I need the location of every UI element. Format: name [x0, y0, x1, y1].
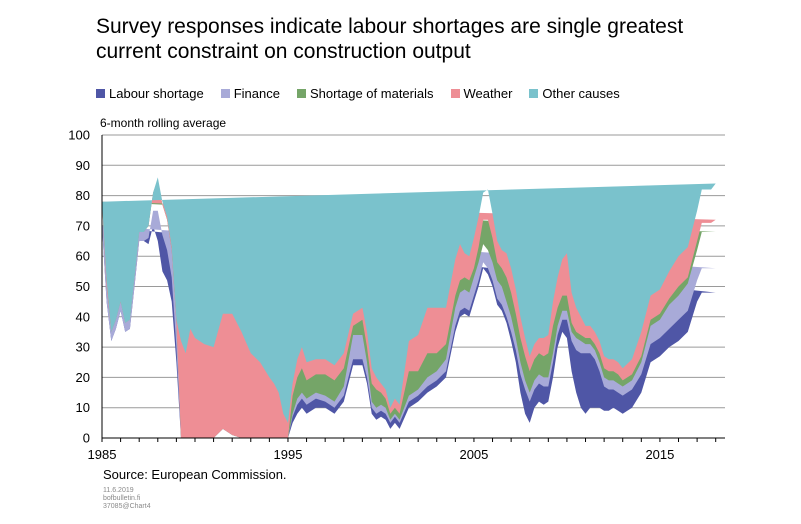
- y-tick-label-30: 30: [76, 340, 90, 355]
- chart-title-line-2: current constraint on construction outpu…: [96, 40, 471, 63]
- x-tick-label-1985: 1985: [88, 447, 117, 462]
- source-note: Source: European Commission.: [103, 467, 287, 482]
- y-axis-unit-label: 6-month rolling average: [100, 116, 227, 130]
- footer-date: 11.6.2019: [103, 487, 134, 494]
- y-tick-label-0: 0: [83, 431, 90, 446]
- y-tick-label-70: 70: [76, 218, 90, 233]
- legend-item-labour-shortage: Labour shortage: [96, 86, 204, 101]
- footer-chart-id: 37085@Chart4: [103, 503, 151, 510]
- legend-swatch-other-causes: [529, 88, 539, 98]
- legend-label-labour-shortage: Labour shortage: [109, 85, 204, 101]
- footer-meta: 11.6.2019 bofbulletin.fi 37085@Chart4: [103, 487, 151, 511]
- x-tick-label-2005: 2005: [459, 447, 488, 462]
- legend-item-finance: Finance: [220, 85, 280, 101]
- legend-item-weather: Weather: [450, 85, 513, 101]
- footer-site: bofbulletin.fi: [103, 495, 141, 502]
- chart-title-line-1: Survey responses indicate labour shortag…: [96, 15, 684, 38]
- y-tick-label-50: 50: [76, 279, 90, 294]
- y-tick-label-100: 100: [68, 128, 90, 143]
- y-tick-label-80: 80: [76, 188, 90, 203]
- x-tick-label-2015: 2015: [645, 447, 674, 462]
- chart-legend: Labour shortage Finance Shortage of materi…: [96, 84, 637, 102]
- legend-swatch-finance: [220, 88, 230, 98]
- chart-title: Survey responses indicate labour shortag…: [96, 14, 776, 64]
- legend-label-shortage-of-materials: Shortage of materials: [309, 85, 434, 101]
- legend-item-other-causes: Other causes: [529, 85, 620, 101]
- legend-swatch-weather: [450, 88, 460, 98]
- x-tick-label-1995: 1995: [274, 447, 303, 462]
- area-series-other-causes: [102, 177, 716, 423]
- legend-swatch-labour-shortage: [96, 88, 105, 98]
- legend-swatch-shortage-of-materials: [296, 88, 306, 98]
- legend-label-finance: Finance: [233, 85, 280, 101]
- legend-label-other-causes: Other causes: [542, 85, 620, 101]
- y-tick-label-10: 10: [76, 400, 90, 415]
- legend-item-shortage-of-materials: Shortage of materials: [296, 85, 434, 101]
- y-tick-label-20: 20: [76, 370, 90, 385]
- y-tick-label-90: 90: [76, 158, 90, 173]
- y-tick-label-60: 60: [76, 249, 90, 264]
- y-tick-label-40: 40: [76, 309, 90, 324]
- legend-label-weather: Weather: [463, 85, 513, 101]
